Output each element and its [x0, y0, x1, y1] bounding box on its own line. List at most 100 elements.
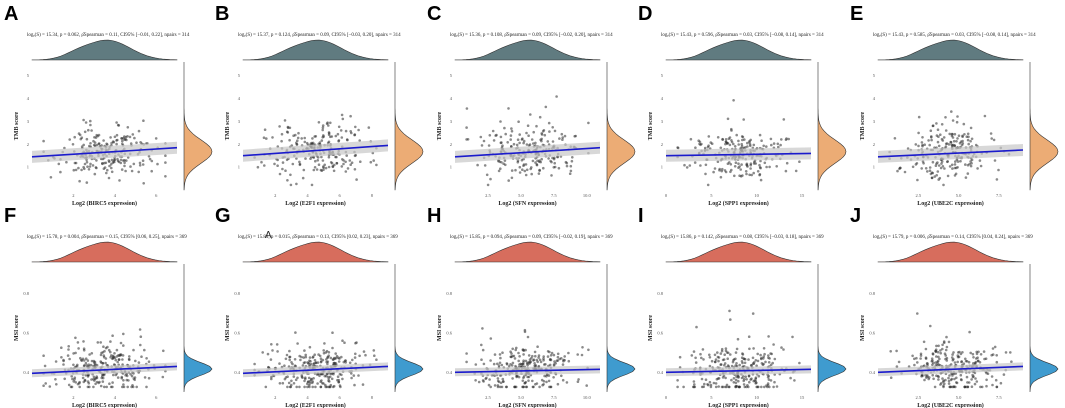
- y-density: [606, 62, 636, 191]
- scatter-point: [964, 176, 968, 179]
- scatter-point: [968, 330, 971, 334]
- scatter-point: [525, 385, 529, 389]
- y-tick-label: 4: [661, 96, 664, 101]
- scatter-point: [323, 163, 327, 167]
- scatter-point: [937, 378, 940, 381]
- scatter-point: [556, 359, 560, 362]
- y-tick-label: 0.6: [23, 330, 29, 335]
- scatter-point: [502, 380, 505, 383]
- scatter-point: [484, 377, 488, 381]
- scatter-point: [85, 137, 89, 141]
- scatter-point: [977, 350, 980, 354]
- scatter-point: [319, 357, 323, 361]
- scatter-point: [351, 358, 354, 362]
- scatter-point: [767, 335, 770, 338]
- scatter-point: [372, 349, 376, 352]
- scatter-point: [312, 355, 315, 359]
- scatter-point: [327, 165, 331, 169]
- scatter-point: [934, 350, 938, 354]
- scatter-point: [295, 143, 299, 146]
- scatter-point: [975, 380, 979, 383]
- scatter-point: [951, 132, 954, 136]
- x-tick-label: 10.0: [583, 395, 592, 400]
- plot-area: [32, 62, 177, 190]
- scatter-point: [364, 353, 367, 357]
- scatter-point: [94, 382, 97, 386]
- y-tick-label: 0.4: [23, 370, 29, 375]
- scatter-point: [281, 167, 284, 171]
- scatter-point: [564, 160, 568, 164]
- scatter-point: [957, 351, 960, 354]
- scatter-point: [97, 133, 101, 137]
- scatter-point: [701, 348, 705, 351]
- scatter-point: [527, 354, 531, 357]
- y-tick-label: 4: [450, 96, 453, 101]
- scatter-point: [164, 161, 167, 164]
- scatter-point: [924, 356, 928, 360]
- scatter-point: [895, 365, 899, 368]
- scatter-point: [514, 364, 517, 368]
- scatter-point: [524, 359, 528, 363]
- scatter-point: [765, 145, 768, 148]
- x-tick-label: 4: [306, 193, 309, 198]
- scatter-point: [512, 142, 516, 146]
- scatter-point: [89, 363, 93, 367]
- scatter-point: [317, 121, 321, 124]
- scatter-point: [758, 133, 762, 137]
- stat-subtitle: logₑ(S) = 15.36, p = 0.108, ρ̂Spearman =…: [450, 33, 613, 38]
- scatter-point: [79, 356, 82, 360]
- y-tick-label: 0.4: [446, 370, 452, 375]
- scatter-point: [946, 160, 949, 164]
- scatter-point: [893, 137, 897, 140]
- scatter-point: [537, 354, 541, 357]
- scatter-point: [976, 167, 979, 170]
- scatter-point: [162, 349, 165, 353]
- scatter-point: [741, 135, 745, 139]
- scatter-point: [725, 383, 729, 387]
- scatter-point: [107, 348, 111, 352]
- scatter-point: [129, 373, 132, 376]
- scatter-point: [530, 166, 533, 169]
- scatter-point: [538, 115, 542, 119]
- scatter-point: [122, 332, 125, 336]
- scatter-point: [733, 165, 737, 168]
- scatter-point: [44, 382, 47, 385]
- scatter-point: [730, 378, 733, 382]
- x-tick-label: 2.5: [915, 395, 921, 400]
- scatter-point: [540, 157, 543, 161]
- scatter-point: [513, 385, 517, 389]
- scatter-point: [340, 113, 344, 117]
- scatter-point: [794, 169, 798, 173]
- scatter-point: [515, 346, 518, 350]
- scatter-point: [549, 159, 552, 163]
- scatter-point: [945, 335, 948, 339]
- x-tick-label: 10: [754, 395, 759, 400]
- scatter-point: [728, 143, 732, 147]
- scatter-point: [931, 373, 934, 377]
- scatter-point: [728, 161, 731, 164]
- scatter-point: [492, 362, 496, 366]
- scatter-point: [917, 144, 920, 148]
- scatter-point: [933, 175, 936, 178]
- scatter-point: [292, 382, 296, 385]
- scatter-point: [70, 385, 74, 389]
- scatter-point: [480, 144, 484, 147]
- scatter-point: [509, 138, 512, 141]
- scatter-point: [704, 172, 707, 176]
- regression-line: [242, 144, 389, 157]
- scatter-point: [550, 351, 554, 355]
- scatter-point: [959, 159, 962, 163]
- scatter-point: [699, 164, 702, 167]
- scatter-point: [95, 376, 99, 380]
- scatter-point: [763, 161, 767, 165]
- scatter-point: [741, 174, 744, 177]
- scatter-point: [929, 129, 933, 132]
- scatter-point: [727, 385, 731, 389]
- scatter-point: [990, 137, 993, 140]
- scatter-point: [942, 183, 945, 187]
- scatter-point: [760, 385, 763, 389]
- scatter-point: [90, 378, 93, 381]
- scatter-point: [756, 170, 760, 173]
- scatter-point: [547, 157, 550, 160]
